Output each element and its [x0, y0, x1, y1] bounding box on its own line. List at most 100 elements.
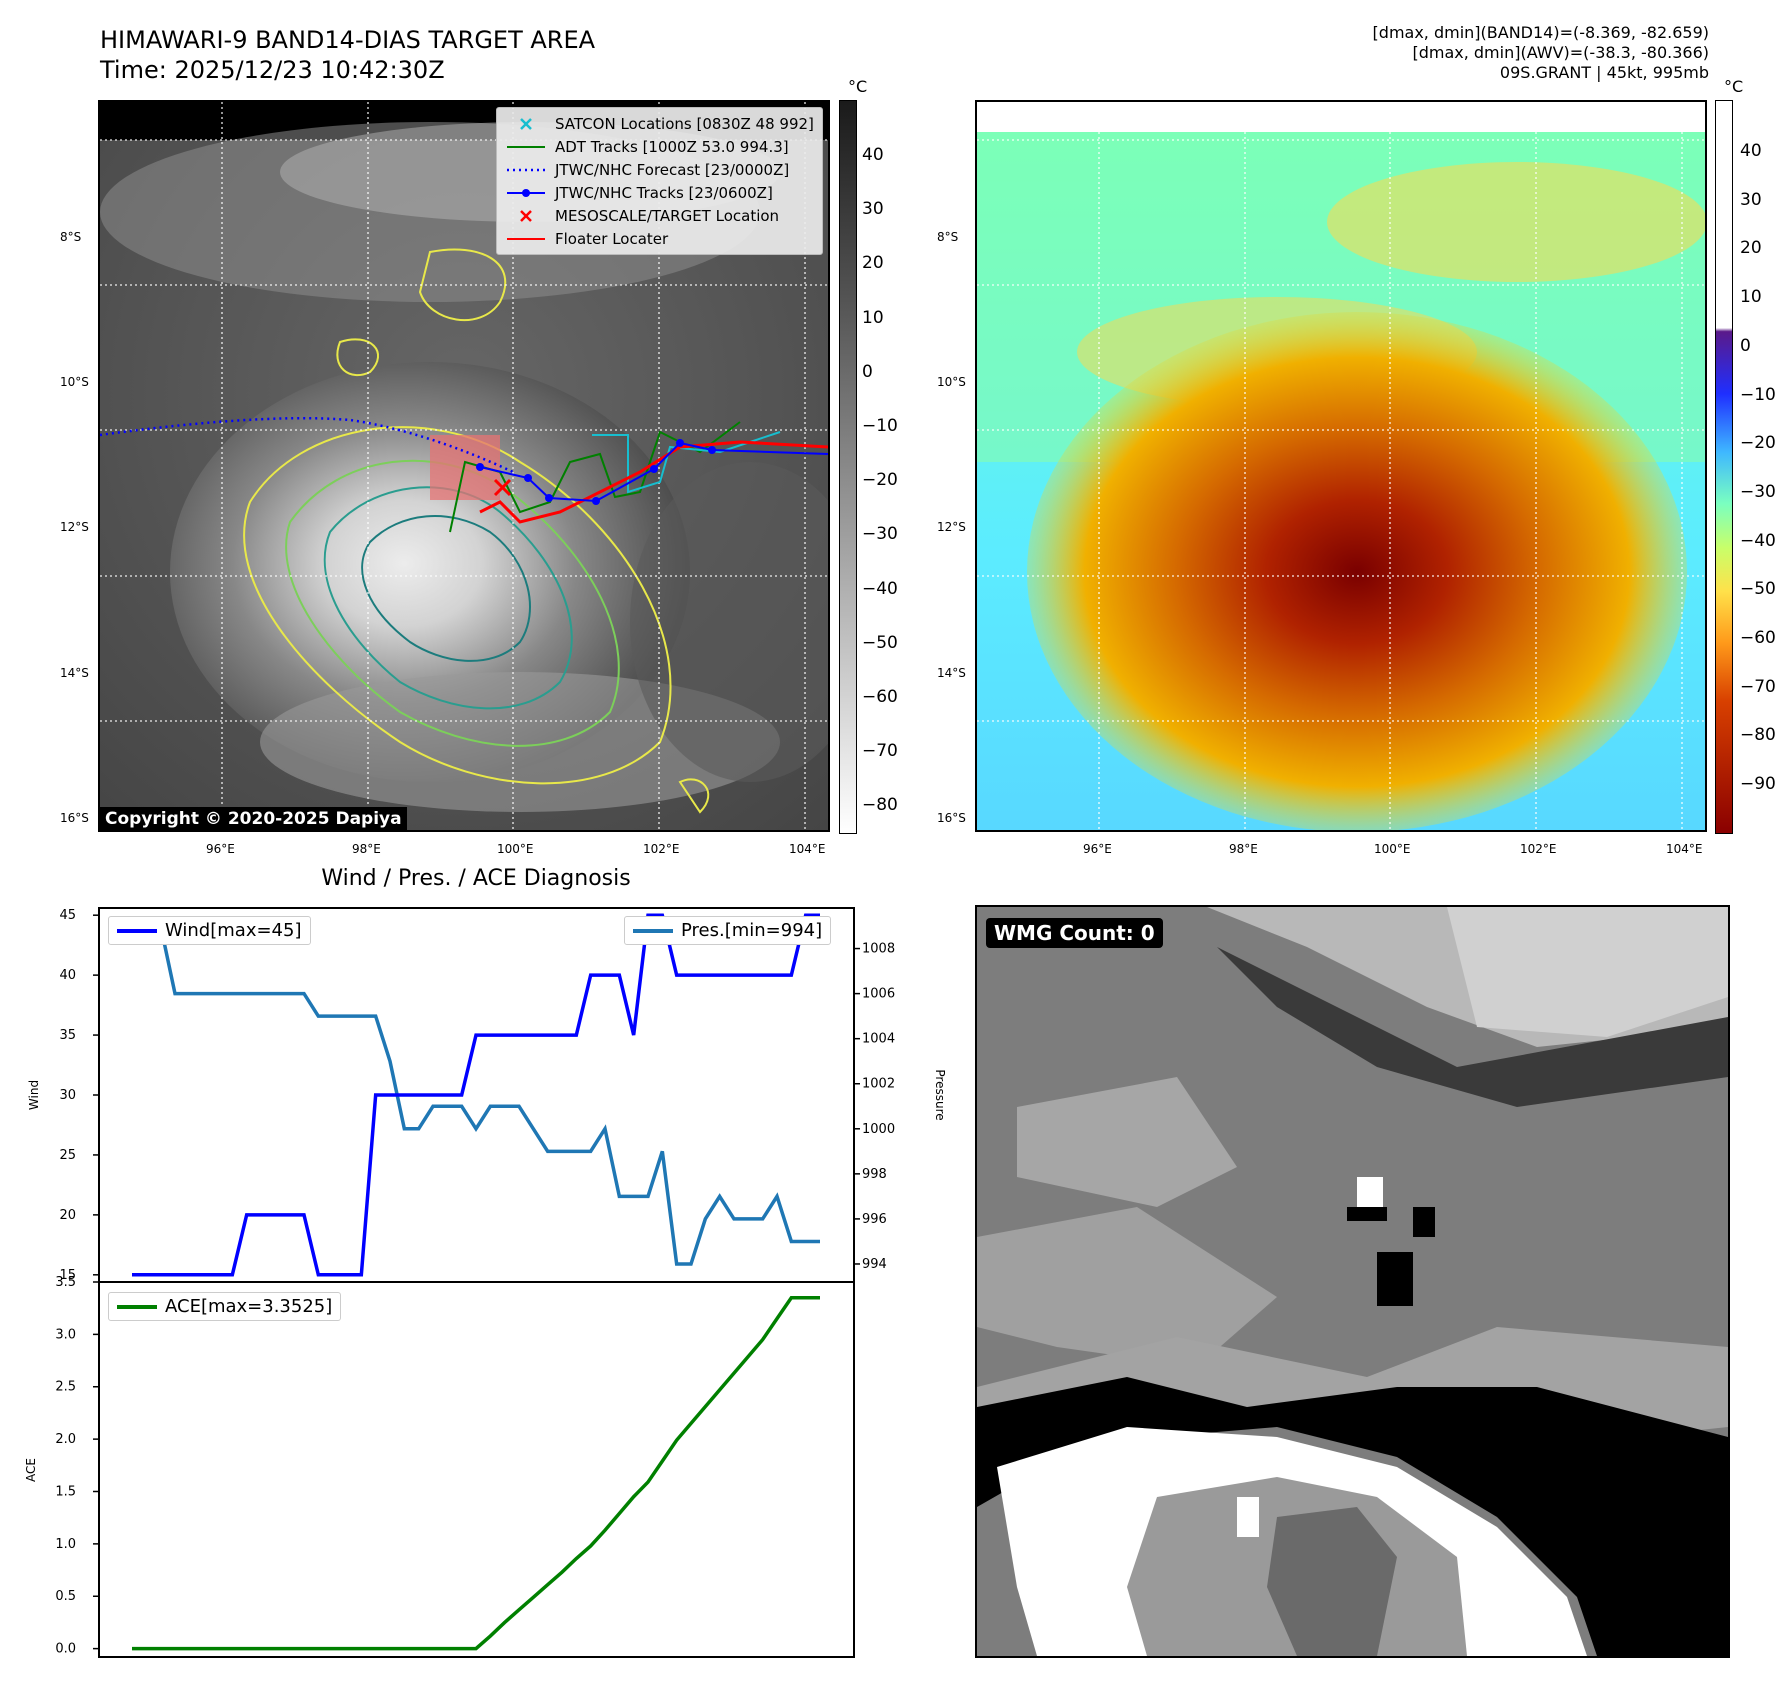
- pressure-tick-1006: 1006: [862, 987, 895, 1002]
- awv-map-panel: [975, 100, 1707, 832]
- legend-item-floater: Floater Locater: [507, 229, 669, 248]
- lon-label-1-0: 96°E: [1083, 842, 1112, 856]
- ir-colorbar-tick-0: 40: [862, 145, 884, 165]
- awv-colorbar: [1715, 100, 1733, 834]
- awv-colorbar-tick-9: −50: [1740, 579, 1776, 600]
- wmg-count-label: WMG Count: 0: [986, 918, 1163, 948]
- pressure-tick-1002: 1002: [862, 1077, 895, 1092]
- ace-tick-1.5: 1.5: [55, 1484, 76, 1499]
- ace-tick-3.5: 3.5: [55, 1275, 76, 1290]
- ace-tick-3: 3.0: [55, 1327, 76, 1342]
- ir-colorbar-tick-9: −50: [862, 632, 898, 653]
- awv-colorbar-tick-8: −40: [1740, 530, 1776, 551]
- pressure-tick-1004: 1004: [862, 1032, 895, 1047]
- figure-title-line2: Time: 2025/12/23 10:42:30Z: [100, 56, 445, 84]
- legend-item-satcon: SATCON Locations [0830Z 48 992]: [505, 112, 814, 135]
- stats-line3: 09S.GRANT | 45kt, 995mb: [1499, 63, 1709, 82]
- ir-legend: SATCON Locations [0830Z 48 992] ADT Trac…: [496, 107, 823, 255]
- lon-label-0-1: 98°E: [352, 842, 381, 856]
- awv-colorbar-tick-6: −20: [1740, 433, 1776, 454]
- figure-title-line1: HIMAWARI-9 BAND14-DIAS TARGET AREA: [100, 26, 596, 54]
- ir-map-panel: [98, 100, 830, 832]
- ir-colorbar-unit: °C: [848, 77, 868, 96]
- ace-tick-2: 2.0: [55, 1432, 76, 1447]
- wind-tick-45: 45: [59, 908, 76, 923]
- stats-line2: [dmax, dmin](AWV)=(-38.3, -80.366): [1412, 43, 1709, 62]
- wind-legend: Wind[max=45]: [108, 916, 311, 945]
- wind-tick-25: 25: [59, 1148, 76, 1163]
- pressure-axis-label: Pressure: [933, 1069, 947, 1120]
- awv-colorbar-tick-2: 20: [1740, 238, 1762, 259]
- pressure-series-line: [132, 924, 820, 1266]
- wind-tick-15: 15: [59, 1268, 76, 1283]
- awv-colorbar-tick-5: −10: [1740, 384, 1776, 405]
- pressure-tick-998: 998: [862, 1167, 887, 1182]
- wind-tick-35: 35: [59, 1028, 76, 1043]
- awv-map-image: [977, 102, 1705, 830]
- ir-colorbar-tick-5: −10: [862, 416, 898, 436]
- stats-line1: [dmax, dmin](BAND14)=(-8.369, -82.659): [1372, 23, 1709, 42]
- ace-legend: ACE[max=3.3525]: [108, 1292, 342, 1321]
- awv-colorbar-unit: °C: [1724, 77, 1744, 96]
- lat-label-1-4: 16°S: [937, 811, 966, 825]
- lat-label-1-0: 8°S: [937, 230, 959, 244]
- ir-colorbar-tick-8: −40: [862, 578, 898, 599]
- legend-item-forecast: JTWC/NHC Forecast [23/0000Z]: [507, 160, 790, 179]
- ace-axes: [98, 1281, 855, 1658]
- ir-colorbar-tick-1: 30: [862, 199, 884, 220]
- wind-tick-30: 30: [59, 1088, 76, 1103]
- lat-label-0-3: 14°S: [60, 666, 89, 680]
- ace-tick-1: 1.0: [55, 1537, 76, 1552]
- awv-colorbar-tick-12: −80: [1740, 725, 1776, 746]
- ir-colorbar-tick-6: −20: [862, 470, 898, 491]
- wind-tick-40: 40: [59, 968, 76, 983]
- ir-colorbar-tick-4: 0: [862, 361, 873, 382]
- ir-colorbar-tick-12: −80: [862, 795, 898, 816]
- diagnosis-title: Wind / Pres. / ACE Diagnosis: [321, 866, 631, 891]
- awv-colorbar-tick-0: 40: [1740, 141, 1762, 161]
- lon-label-0-3: 102°E: [643, 842, 680, 856]
- awv-colorbar-tick-7: −30: [1740, 481, 1776, 502]
- awv-colorbar-tick-1: 30: [1740, 189, 1762, 210]
- ir-colorbar-tick-10: −60: [862, 687, 898, 707]
- legend-item-adt: ADT Tracks [1000Z 53.0 994.3]: [507, 137, 789, 156]
- lon-label-1-4: 104°E: [1666, 842, 1703, 856]
- lat-label-0-0: 8°S: [60, 230, 82, 244]
- pressure-legend: Pres.[min=994]: [624, 916, 832, 945]
- pressure-tick-994: 994: [862, 1257, 887, 1272]
- lat-label-1-2: 12°S: [937, 520, 966, 534]
- pressure-tick-996: 996: [862, 1212, 887, 1227]
- lon-label-1-3: 102°E: [1520, 842, 1557, 856]
- legend-item-target: MESOSCALE/TARGET Location: [505, 204, 814, 227]
- ace-tick-0.5: 0.5: [55, 1589, 76, 1604]
- lon-label-1-1: 98°E: [1229, 842, 1258, 856]
- ace-series-line: [132, 1295, 820, 1651]
- lat-label-0-1: 10°S: [60, 375, 89, 389]
- pressure-tick-1000: 1000: [862, 1122, 895, 1137]
- ir-colorbar: [839, 100, 857, 834]
- lon-label-1-2: 100°E: [1374, 842, 1411, 856]
- wind-series-line: [132, 913, 820, 1277]
- ir-map-image: [100, 102, 828, 830]
- wmg-panel: [975, 905, 1730, 1658]
- awv-colorbar-tick-13: −90: [1740, 774, 1776, 795]
- wmg-image: [977, 907, 1728, 1656]
- awv-colorbar-tick-11: −70: [1740, 676, 1776, 697]
- legend-item-tracks: JTWC/NHC Tracks [23/0600Z]: [505, 181, 814, 204]
- pressure-tick-1008: 1008: [862, 942, 895, 957]
- lon-label-0-0: 96°E: [206, 842, 235, 856]
- ir-colorbar-tick-7: −30: [862, 524, 898, 545]
- ir-colorbar-tick-2: 20: [862, 253, 884, 274]
- awv-colorbar-tick-10: −60: [1740, 628, 1776, 648]
- wind-pressure-chart: 15 20 25 30 35 40 45 994 996 998 1000 1002 1004 1006 1…: [24, 907, 947, 1658]
- wind-tick-20: 20: [59, 1208, 76, 1223]
- ir-colorbar-tick-11: −70: [862, 741, 898, 762]
- lon-label-0-2: 100°E: [497, 842, 534, 856]
- copyright-label: Copyright © 2020-2025 Dapiya: [100, 807, 407, 831]
- wind-pressure-axes: [98, 907, 855, 1283]
- lat-label-1-1: 10°S: [937, 375, 966, 389]
- lat-label-0-2: 12°S: [60, 520, 89, 534]
- ir-colorbar-tick-3: 10: [862, 307, 884, 328]
- awv-colorbar-tick-4: 0: [1740, 335, 1751, 356]
- wind-axis-label: Wind: [27, 1080, 41, 1110]
